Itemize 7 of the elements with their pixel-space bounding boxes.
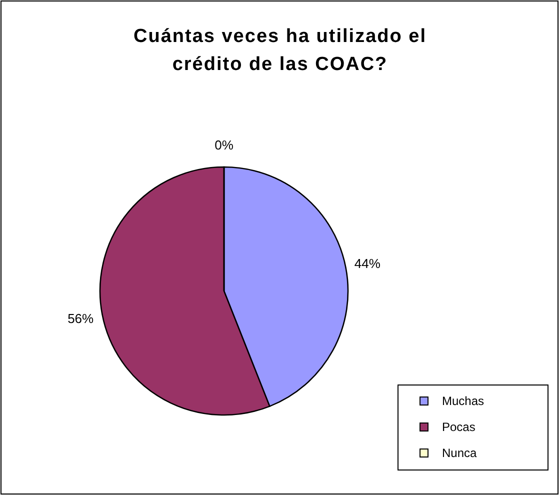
legend-label: Pocas <box>442 420 476 434</box>
data-label: 44% <box>354 256 381 272</box>
chart-title: Cuántas veces ha utilizado el crédito de las COAC? <box>134 26 426 75</box>
text: 0% <box>214 138 234 153</box>
legend-label: Muchas <box>442 394 484 408</box>
data-label: 56% <box>68 310 94 326</box>
legend-label: Nunca <box>442 446 478 460</box>
